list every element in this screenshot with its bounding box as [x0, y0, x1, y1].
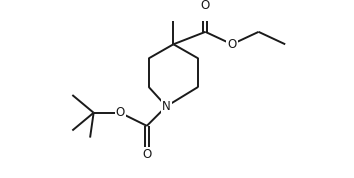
Text: O: O	[201, 0, 210, 12]
Text: O: O	[227, 38, 236, 51]
Text: O: O	[142, 148, 152, 161]
Text: O: O	[116, 106, 125, 119]
Text: N: N	[162, 100, 171, 113]
